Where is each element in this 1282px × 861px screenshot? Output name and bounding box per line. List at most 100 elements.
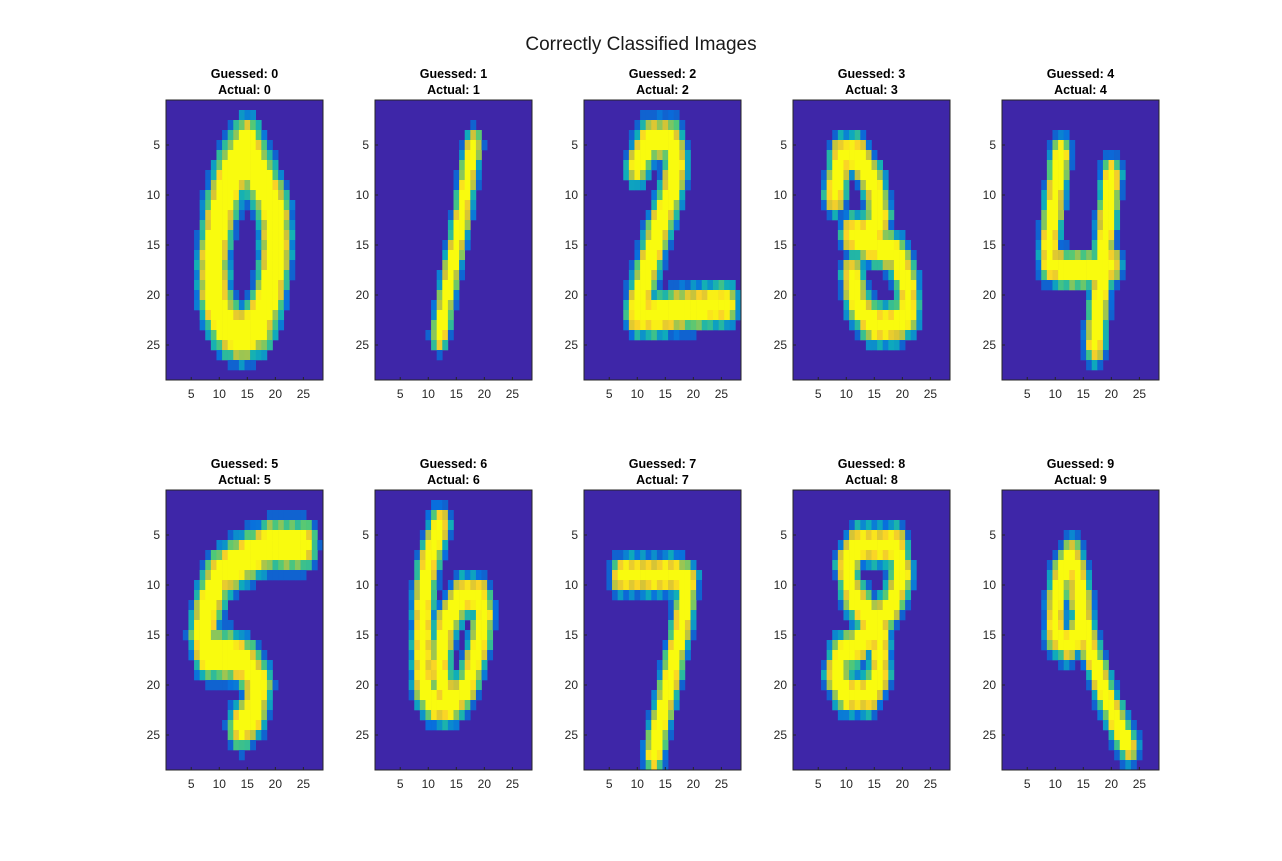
pixel-cell — [882, 200, 889, 211]
pixel-cell — [735, 300, 742, 311]
pixel-cell — [1046, 280, 1053, 291]
pixel-cell — [1108, 280, 1115, 291]
pixel-cell — [1080, 250, 1087, 261]
pixel-cell — [645, 270, 652, 281]
pixel-cell — [640, 250, 646, 261]
pixel-cell — [1108, 190, 1115, 201]
pixel-cell — [447, 230, 454, 241]
pixel-cell — [662, 250, 669, 261]
pixel-cell — [261, 710, 268, 721]
pixel-cell — [837, 170, 844, 181]
pixel-cell — [843, 240, 850, 251]
pixel-cell — [283, 550, 290, 561]
pixel-cell — [826, 200, 833, 211]
pixel-cell — [244, 720, 251, 731]
pixel-cell — [651, 320, 658, 331]
pixel-cell — [250, 530, 257, 541]
pixel-cell — [233, 320, 240, 331]
pixel-cell — [656, 230, 663, 241]
pixel-cell — [673, 110, 680, 121]
pixel-cell — [199, 580, 206, 591]
pixel-cell — [283, 560, 290, 571]
pixel-cell — [877, 230, 884, 241]
pixel-cell — [408, 680, 415, 691]
pixel-cell — [306, 520, 313, 531]
pixel-cell — [436, 520, 443, 531]
pixel-cell — [1052, 220, 1059, 231]
pixel-cell — [1086, 640, 1093, 651]
pixel-cell — [1091, 220, 1098, 231]
pixel-cell — [227, 540, 234, 551]
x-tick-label: 25 — [506, 777, 520, 791]
pixel-cell — [222, 230, 228, 241]
pixel-cell — [238, 350, 245, 361]
pixel-cell — [854, 520, 861, 531]
pixel-cell — [255, 310, 262, 321]
pixel-cell — [419, 640, 426, 651]
pixel-cell — [634, 300, 641, 311]
y-tick-label: 10 — [983, 578, 997, 592]
pixel-cell — [289, 200, 296, 211]
pixel-cell — [431, 310, 437, 321]
pixel-cell — [684, 140, 691, 151]
pixel-cell — [668, 210, 675, 221]
pixel-cell — [899, 600, 906, 611]
pixel-cell — [837, 580, 844, 591]
pixel-cell — [893, 600, 900, 611]
pixel-cell — [690, 580, 697, 591]
pixel-cell — [250, 700, 257, 711]
pixel-cell — [1058, 220, 1064, 231]
pixel-cell — [238, 740, 245, 751]
pixel-cell — [1069, 610, 1076, 621]
pixel-cell — [1108, 260, 1115, 271]
pixel-cell — [843, 180, 850, 191]
pixel-cell — [860, 670, 867, 681]
pixel-cell — [1052, 240, 1059, 251]
pixel-cell — [724, 290, 731, 301]
axes-box — [374, 489, 533, 771]
pixel-cell — [888, 530, 895, 541]
pixel-cell — [645, 150, 652, 161]
pixel-cell — [459, 240, 466, 251]
pixel-cell — [1086, 360, 1093, 371]
pixel-cell — [673, 180, 680, 191]
pixel-cell — [888, 630, 895, 641]
pixel-cell — [684, 590, 691, 601]
pixel-cell — [832, 650, 839, 661]
pixel-cell — [854, 650, 861, 661]
pixel-cell — [871, 320, 878, 331]
pixel-cell — [1119, 710, 1126, 721]
pixel-cell — [623, 320, 630, 331]
panel-title-guessed: Guessed: 9 — [1047, 457, 1114, 471]
pixel-cell — [244, 360, 251, 371]
x-tick-label: 5 — [188, 387, 195, 401]
pixel-cell — [222, 570, 228, 581]
pixel-cell — [470, 130, 477, 141]
pixel-cell — [1097, 210, 1104, 221]
pixel-cell — [425, 530, 432, 541]
x-tick-label: 20 — [687, 387, 701, 401]
pixel-cell — [227, 550, 234, 561]
pixel-cell — [453, 250, 460, 261]
pixel-cell — [436, 550, 443, 561]
pixel-cell — [910, 560, 917, 571]
pixel-cell — [645, 330, 652, 341]
pixel-cell — [905, 560, 912, 571]
pixel-cell — [222, 240, 228, 251]
pixel-cell — [843, 650, 850, 661]
pixel-cell — [238, 160, 245, 171]
pixel-cell — [854, 570, 861, 581]
pixel-cell — [854, 150, 861, 161]
pixel-cell — [849, 550, 855, 561]
pixel-cell — [481, 630, 488, 641]
pixel-cell — [888, 600, 895, 611]
pixel-cell — [1080, 630, 1087, 641]
pixel-cell — [865, 140, 872, 151]
y-tick-label: 15 — [356, 238, 370, 252]
pixel-cell — [447, 280, 454, 291]
pixel-cell — [464, 690, 471, 701]
pixel-cell — [1119, 180, 1126, 191]
pixel-cell — [436, 280, 443, 291]
pixel-cell — [250, 140, 257, 151]
pixel-cell — [640, 740, 646, 751]
